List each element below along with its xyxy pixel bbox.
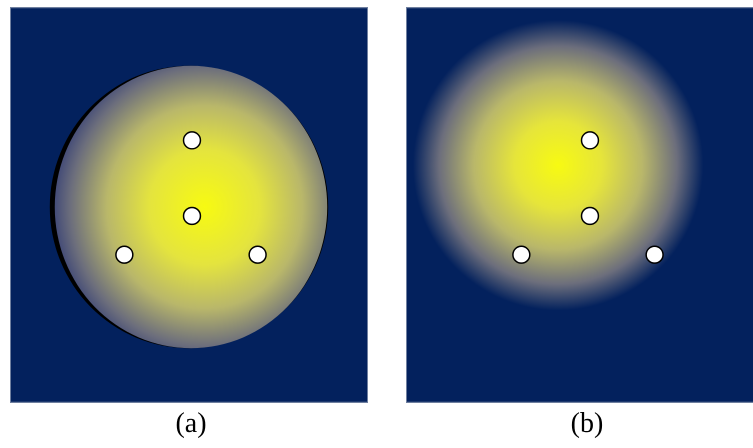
panel-a-marker-top — [182, 131, 202, 150]
panel-b-intensity-disc — [412, 20, 704, 311]
panel-a-caption: (a) — [175, 408, 207, 439]
panel-a-marker-right — [248, 245, 267, 264]
panel-b-marker-center — [580, 206, 600, 226]
panel-b-marker-left — [512, 245, 531, 264]
panel-b-caption: (b) — [570, 408, 604, 439]
panel-b-marker-top — [580, 131, 600, 150]
panel-a-marker-left — [115, 245, 134, 264]
panel-b-marker-right — [645, 245, 664, 264]
panel-b-svg — [407, 8, 753, 402]
panel-a-plot — [10, 7, 368, 403]
panel-b-plot — [406, 7, 753, 403]
panel-a-svg — [11, 8, 367, 402]
panel-a-marker-center — [182, 206, 202, 226]
